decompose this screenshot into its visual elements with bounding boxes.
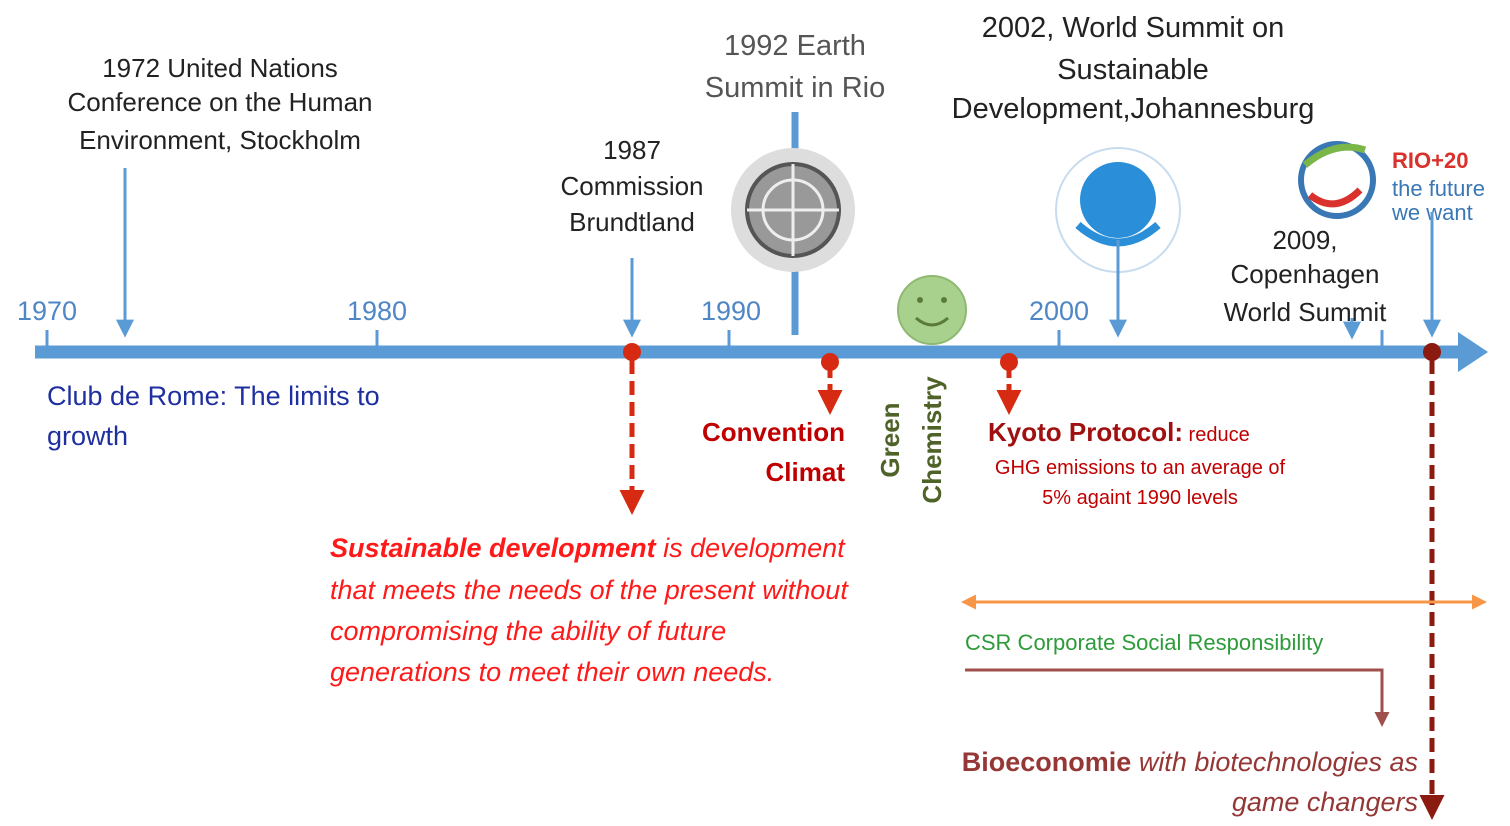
axis-ticks xyxy=(45,330,1384,352)
rio20-logo xyxy=(1298,141,1376,219)
bioeconomie-term: Bioeconomie xyxy=(962,747,1132,777)
event-text: Development,Johannesburg xyxy=(952,93,1315,125)
event-dot xyxy=(1423,343,1441,361)
smiley-icon xyxy=(897,275,967,345)
kyoto-line: reduce xyxy=(1183,424,1250,446)
event-dot xyxy=(1000,353,1018,371)
club-de-rome: growth xyxy=(47,421,128,451)
event-text: Copenhagen xyxy=(1231,259,1380,289)
year-label: 1990 xyxy=(701,296,761,326)
event-dot xyxy=(623,343,641,361)
definition-line: Sustainable development is development xyxy=(330,533,846,563)
kyoto-text: Kyoto Protocol: reduce xyxy=(988,417,1250,447)
green-chemistry: Chemistry xyxy=(917,376,947,504)
definition-line: generations to meet their own needs. xyxy=(330,657,774,687)
kyoto-line: 5% againt 1990 levels xyxy=(1042,487,1238,509)
event-text: 2002, World Summit on xyxy=(982,12,1285,44)
event-text: World Summit xyxy=(1224,297,1388,327)
event-text: Sustainable xyxy=(1057,54,1209,86)
club-de-rome: Club de Rome: The limits to xyxy=(47,381,380,411)
event-text: 1972 United Nations xyxy=(102,53,338,83)
event-text: Brundtland xyxy=(569,207,695,237)
convention-climat: Convention xyxy=(702,417,845,447)
event-text: Commission xyxy=(560,171,703,201)
green-chemistry: Green xyxy=(875,402,905,477)
event-text: 2009, xyxy=(1272,225,1337,255)
year-label: 1970 xyxy=(17,296,77,326)
year-label: 1980 xyxy=(347,296,407,326)
kyoto-line: GHG emissions to an average of xyxy=(995,457,1286,479)
logo-text: the future xyxy=(1392,176,1485,201)
event-text: 1987 xyxy=(603,135,661,165)
definition: Sustainable development is development t… xyxy=(330,533,849,687)
definition-text: is development xyxy=(656,533,847,563)
definition-line: compromising the ability of future xyxy=(330,616,726,646)
csr-arrow xyxy=(965,668,1390,727)
bioeconomie-line: Bioeconomie with biotechnologies as xyxy=(962,747,1418,777)
bioeconomie-line: game changers xyxy=(1232,787,1418,817)
kyoto-title: Kyoto Protocol: xyxy=(988,417,1183,447)
event-text: Summit in Rio xyxy=(705,72,886,104)
event-text: 1992 Earth xyxy=(724,30,866,62)
logo-text: RIO+20 xyxy=(1392,148,1468,173)
event-text: Environment, Stockholm xyxy=(79,125,361,155)
johannesburg-logo xyxy=(1055,147,1181,273)
un-logo xyxy=(731,148,855,272)
axis-arrowhead xyxy=(1458,332,1488,372)
definition-term: Sustainable development xyxy=(330,533,657,563)
event-text: Conference on the Human xyxy=(68,87,373,117)
definition-line: that meets the needs of the present with… xyxy=(330,575,849,605)
bioeconomie-text: with biotechnologies as xyxy=(1131,747,1418,777)
convention-climat: Climat xyxy=(766,457,846,487)
event-dot xyxy=(821,353,839,371)
year-label: 2000 xyxy=(1029,296,1089,326)
csr-text: CSR Corporate Social Responsibility xyxy=(965,630,1323,655)
